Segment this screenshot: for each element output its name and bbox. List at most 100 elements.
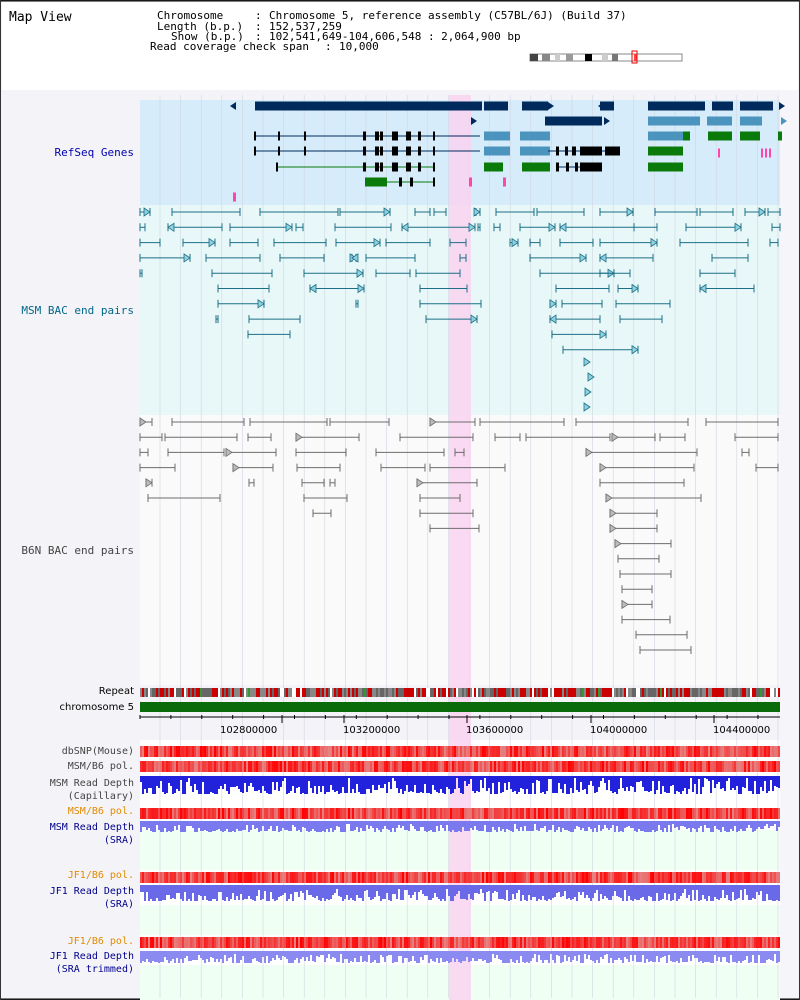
msm-sra-depth-bar	[332, 821, 334, 832]
msm-cap-depth-bar	[274, 776, 276, 790]
msm-sra-depth-bar	[650, 821, 652, 832]
msm-sra-depth-bar	[566, 821, 568, 830]
pol-strip	[314, 761, 316, 772]
pol-strip	[210, 937, 212, 948]
dbsnp-strip	[196, 746, 198, 757]
msm-cap-depth-bar	[722, 776, 724, 788]
repeat-element	[314, 688, 316, 697]
pol-strip	[746, 808, 748, 819]
msm-cap-depth-bar	[264, 776, 266, 791]
jf1-trim-depth-bar	[344, 951, 346, 959]
track-label-msm-b6-pol-2[interactable]: MSM/B6 pol.	[67, 806, 134, 817]
jf1-trim-depth-bar	[152, 951, 154, 961]
track-label-jf1-depth-trim[interactable]: JF1 Read Depth (SRA trimmed)	[50, 950, 134, 976]
jf1-trim-depth-bar	[666, 951, 668, 963]
pol-strip	[290, 761, 292, 772]
track-label-msm-depth-sra[interactable]: MSM Read Depth (SRA)	[50, 821, 134, 847]
bac-end-marker	[584, 387, 592, 397]
jf1-trim-depth-bar	[556, 951, 558, 955]
pol-strip	[234, 872, 236, 883]
jf1-trim-depth-bar	[730, 951, 732, 955]
track-label-msm-bac[interactable]: MSM BAC end pairs	[21, 304, 134, 317]
msm-cap-depth-bar	[522, 776, 524, 789]
jf1-sra-depth-bar	[394, 885, 396, 894]
pol-strip	[552, 761, 554, 772]
jf1-trim-depth-bar	[198, 951, 200, 955]
repeat-element	[232, 688, 234, 697]
track-label-b6n-bac[interactable]: B6N BAC end pairs	[21, 544, 134, 557]
msm-sra-depth-bar	[344, 821, 346, 832]
jf1-sra-depth-bar	[538, 885, 540, 899]
msm-sra-depth-bar	[704, 821, 706, 825]
pol-strip	[602, 937, 604, 948]
repeat-element	[622, 688, 624, 697]
pol-strip	[176, 761, 178, 772]
pol-strip	[156, 872, 158, 883]
track-label-repeat[interactable]: Repeat	[98, 686, 134, 697]
msm-cap-depth-bar	[338, 776, 340, 794]
jf1-sra-depth-bar	[262, 885, 264, 899]
msm-sra-depth-bar	[290, 821, 292, 831]
pol-strip	[660, 761, 662, 772]
pol-strip	[442, 761, 444, 772]
track-label-jf1-depth-sra[interactable]: JF1 Read Depth (SRA)	[50, 885, 134, 911]
pol-strip	[398, 808, 400, 819]
msm-cap-depth-bar	[684, 776, 686, 788]
repeat-element	[432, 688, 434, 697]
track-label-msm-depth-cap[interactable]: MSM Read Depth (Capillary)	[50, 777, 134, 803]
pol-strip	[360, 872, 362, 883]
jf1-sra-depth-bar	[490, 885, 492, 901]
dbsnp-strip	[662, 746, 664, 757]
track-label-dbsnp[interactable]: dbSNP(Mouse)	[61, 746, 134, 757]
jf1-trim-depth-bar	[158, 951, 160, 963]
pol-strip	[740, 808, 742, 819]
gene-block	[740, 131, 760, 141]
track-label-refseq[interactable]: RefSeq Genes	[54, 146, 134, 159]
pol-strip	[218, 937, 220, 948]
jf1-sra-depth-bar	[484, 885, 486, 901]
pol-strip	[630, 761, 632, 772]
msm-cap-depth-bar	[532, 776, 534, 783]
dbsnp-strip	[184, 746, 186, 757]
pol-strip	[438, 808, 440, 819]
jf1-trim-depth-bar	[754, 951, 756, 963]
repeat-element	[626, 688, 628, 697]
track-label-jf1-b6-pol-2[interactable]: JF1/B6 pol.	[67, 936, 134, 947]
repeat-element	[500, 688, 502, 697]
msm-sra-depth-bar	[400, 821, 402, 828]
jf1-trim-depth-bar	[396, 951, 398, 962]
jf1-sra-depth-bar	[416, 885, 418, 900]
jf1-sra-depth-bar	[434, 885, 436, 893]
msm-cap-depth-bar	[542, 776, 544, 792]
jf1-sra-depth-bar	[362, 885, 364, 901]
pol-strip	[562, 808, 564, 819]
jf1-sra-depth-bar	[366, 885, 368, 890]
pol-strip	[266, 872, 268, 883]
pol-strip	[242, 872, 244, 883]
track-label-jf1-b6-pol-1[interactable]: JF1/B6 pol.	[67, 870, 134, 881]
pol-strip	[148, 761, 150, 772]
bac-end-marker	[167, 222, 175, 233]
jf1-sra-depth-bar	[424, 885, 426, 896]
pol-strip	[682, 872, 684, 883]
pol-strip	[482, 937, 484, 948]
track-label-msm-b6-pol-1[interactable]: MSM/B6 pol.	[67, 761, 134, 772]
msm-sra-depth-bar	[696, 821, 698, 832]
pol-strip	[196, 872, 198, 883]
pol-strip	[486, 872, 488, 883]
pol-strip	[450, 872, 452, 883]
jf1-trim-depth-bar	[310, 951, 312, 955]
jf1-sra-depth-bar	[406, 885, 408, 890]
msm-sra-depth-bar	[310, 821, 312, 831]
track-label-chromosome[interactable]: chromosome 5	[59, 702, 134, 713]
jf1-trim-depth-bar	[204, 951, 206, 963]
pol-strip	[446, 872, 448, 883]
pol-strip	[668, 761, 670, 772]
pol-strip	[156, 761, 158, 772]
msm-cap-depth-bar	[186, 776, 188, 782]
jf1-trim-depth-bar	[494, 951, 496, 958]
jf1-trim-depth-bar	[448, 951, 450, 963]
pol-strip	[454, 761, 456, 772]
jf1-sra-depth-bar	[624, 885, 626, 890]
